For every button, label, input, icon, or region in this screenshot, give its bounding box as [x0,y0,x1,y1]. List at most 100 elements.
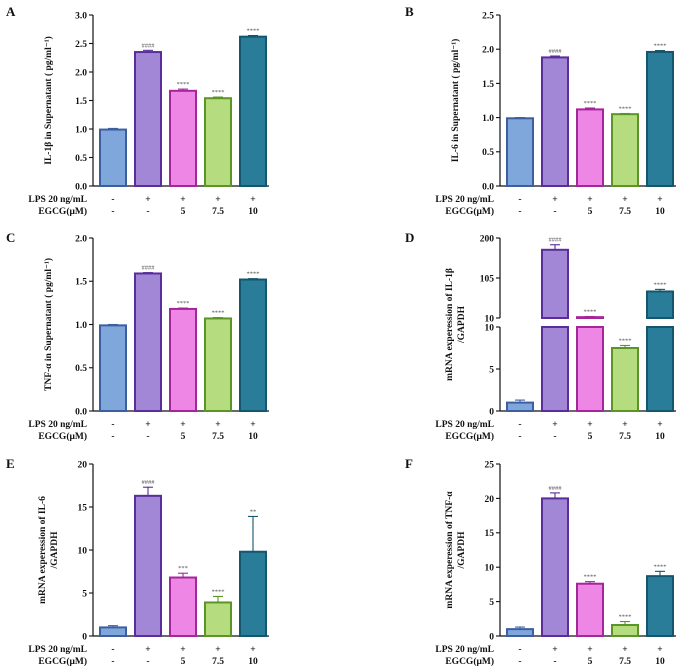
significance-label: #### [142,265,156,272]
bar [646,575,674,637]
lps-row-label: LPS 20 ng/mL [435,420,494,430]
y-tick-label: 15 [485,529,495,539]
y-tick-label: 105 [480,274,495,284]
bar [204,317,232,413]
significance-label: **** [247,271,260,278]
panel-a: A 0.0 0.5 1.0 1.5 2.0 2.5 3.0 IL-1β in Supernata… [6,4,269,217]
bar [611,113,639,187]
y-tick-label: 1.5 [75,278,87,288]
panel-letter: E [6,456,15,471]
y-axis-label: TNF-α in Supernatant ( pg/ml⁻¹) [43,258,54,391]
bar [204,601,232,638]
egcg-row-label: EGCG(μM) [445,431,494,442]
bar [169,307,197,412]
lps-row-label: LPS 20 ng/mL [28,195,87,205]
y-axis-label: /GAPDH [457,531,467,570]
lps-row-value: + [587,420,592,430]
significance-label: **** [212,588,225,595]
egcg-row-label: EGCG(μM) [445,656,494,667]
egcg-row-value: 5 [588,432,593,442]
y-axis-label: IL-1β in Supernatant ( pg/ml⁻¹) [43,36,54,164]
bar [239,35,267,187]
y-tick-label: 25 [485,460,495,470]
bar-lower [541,326,569,412]
egcg-row-value: - [553,432,556,442]
lps-row-value: - [111,195,114,205]
egcg-row-value: 7.5 [619,207,631,217]
y-tick-label: 2.0 [75,234,87,244]
bar [541,497,569,637]
lps-row-value: - [111,645,114,655]
lps-row-value: + [180,420,185,430]
lps-row-label: LPS 20 ng/mL [28,420,87,430]
bar [576,582,604,637]
lps-row-value: + [250,420,255,430]
y-tick-label: 5 [489,365,494,375]
lps-row-value: + [622,645,627,655]
axis-break-gap [494,319,678,326]
bar [646,50,674,187]
lps-row-value: + [587,645,592,655]
egcg-row-value: 5 [588,207,593,217]
significance-label: #### [549,237,563,244]
bar [204,97,232,187]
egcg-row-value: - [146,657,149,667]
egcg-row-value: - [553,207,556,217]
egcg-row-value: 5 [181,657,186,667]
egcg-row-value: 10 [248,657,258,667]
lps-row-value: + [552,645,557,655]
significance-label: **** [619,105,632,112]
y-tick-label: 1.5 [482,80,494,90]
egcg-row-label: EGCG(μM) [38,431,87,442]
panel-e: E 0 5 10 15 20 mRNA experession of IL-6/GAPDH #… [6,456,269,667]
y-tick-label: 20 [78,460,88,470]
lps-row-value: - [111,420,114,430]
panel-letter: C [6,230,15,245]
bar [506,401,534,413]
lps-row-value: + [657,420,662,430]
bar [239,278,267,412]
y-tick-label: 0 [489,632,494,642]
y-tick-label: 0 [82,632,87,642]
significance-label: ** [250,508,257,515]
bar-upper [646,290,674,320]
significance-label: #### [142,42,156,49]
significance-label: **** [177,81,190,88]
y-axis-label: mRNA experession of IL-1β [445,268,455,381]
y-tick-label: 10 [485,323,495,333]
egcg-row-value: - [146,207,149,217]
significance-label: **** [619,614,632,621]
lps-row-label: LPS 20 ng/mL [28,645,87,655]
significance-label: **** [654,43,667,50]
significance-label: **** [584,100,597,107]
lps-row-value: + [552,195,557,205]
egcg-row-label: EGCG(μM) [38,656,87,667]
lps-row-value: + [587,195,592,205]
y-axis-label: /GAPDH [457,305,467,344]
egcg-row-value: 7.5 [212,432,224,442]
lps-row-value: + [180,645,185,655]
egcg-row-value: 5 [181,432,186,442]
y-tick-label: 0.0 [75,407,87,417]
panel-letter: B [405,4,414,19]
y-tick-label: 0.5 [75,364,87,374]
y-tick-label: 1.0 [75,321,87,331]
y-axis-label: IL-6 in Supernatant ( pg/ml⁻¹) [450,39,461,162]
egcg-row-value: - [111,432,114,442]
egcg-row-value: - [518,657,521,667]
y-tick-label: 1.0 [482,114,494,124]
egcg-row-value: 5 [181,207,186,217]
egcg-row-value: 7.5 [212,207,224,217]
lps-row-label: LPS 20 ng/mL [435,195,494,205]
y-tick-label: 15 [78,503,88,513]
lps-row-value: + [552,420,557,430]
bar-lower [646,326,674,412]
y-tick-label: 5 [82,589,87,599]
egcg-row-value: 7.5 [619,657,631,667]
bar [169,576,197,638]
lps-row-value: + [215,195,220,205]
egcg-row-value: 5 [588,657,593,667]
y-tick-label: 1.5 [75,97,87,107]
lps-row-value: - [518,420,521,430]
